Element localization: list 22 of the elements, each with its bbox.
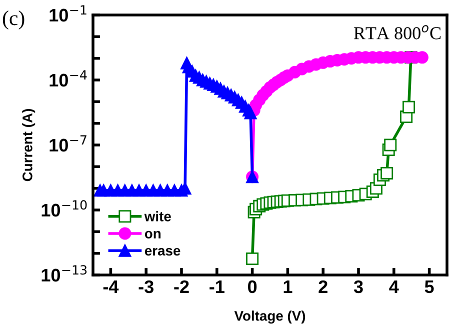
legend-label: erase (144, 248, 180, 256)
x-tick-label: -4 (103, 280, 119, 293)
y-axis-title: Current (A) (22, 109, 36, 182)
text: (c) (2, 10, 24, 30)
y-tick-label: 10$^{−13}$ (42, 265, 87, 282)
x-tick-label: -2 (174, 280, 189, 293)
x-tick-label: 2 (318, 280, 328, 293)
y-tick-label: 10$^{−10}$ (42, 200, 87, 217)
annotation: RTA 800$^{o}$C (354, 25, 441, 40)
x-tick-label: 4 (389, 280, 399, 293)
x-tick-label: 3 (354, 280, 363, 294)
y-tick-label: 10$^{−1}$ (50, 5, 86, 22)
legend-label: on (144, 230, 160, 238)
y-tick-label: 10$^{−4}$ (50, 70, 87, 87)
x-tick-label: -3 (138, 280, 154, 294)
x-axis-title: Voltage (V) (234, 310, 306, 324)
legend-label: wite (144, 211, 171, 222)
x-tick-label: 1 (284, 280, 292, 293)
x-tick-label: 0 (248, 280, 257, 294)
y-tick-label: 10$^{−7}$ (50, 135, 86, 152)
x-tick-label: 5 (424, 280, 434, 294)
x-tick-label: -1 (210, 280, 224, 293)
